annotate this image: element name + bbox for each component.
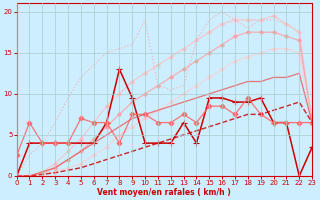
X-axis label: Vent moyen/en rafales ( km/h ): Vent moyen/en rafales ( km/h ) [98,188,231,197]
